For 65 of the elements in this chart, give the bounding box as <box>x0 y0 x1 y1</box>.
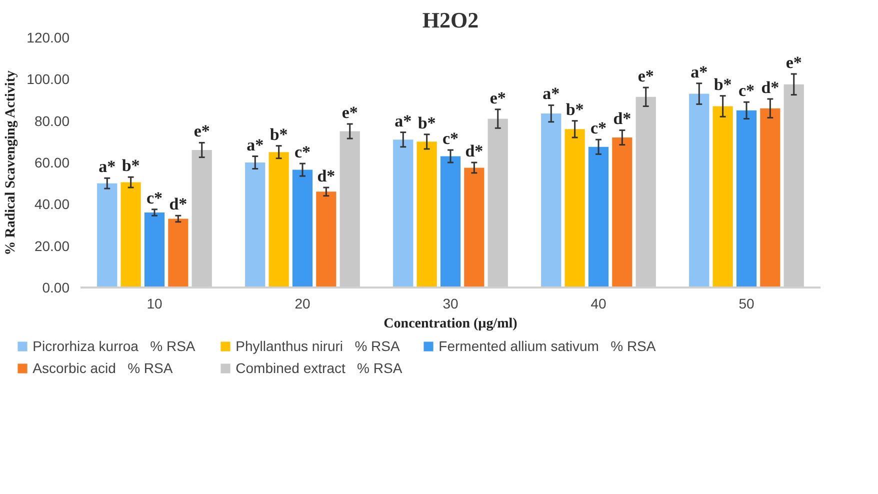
y-tick-label: 0.00 <box>42 280 70 296</box>
data-label: e* <box>786 52 802 72</box>
data-label: c* <box>146 188 163 208</box>
data-label: a* <box>394 111 412 130</box>
x-tick-label: 30 <box>442 296 458 312</box>
x-axis-title: Concentration (µg/ml) <box>384 316 518 332</box>
bar <box>168 218 188 288</box>
y-tick-label: 80.00 <box>34 112 70 129</box>
bar <box>689 94 710 288</box>
data-label: a* <box>98 157 116 176</box>
data-label: d* <box>317 166 336 186</box>
data-label: e* <box>638 66 654 86</box>
data-label: b* <box>714 74 732 94</box>
bar <box>97 183 118 288</box>
bar <box>245 162 266 288</box>
bar <box>612 138 632 288</box>
x-tick-label: 20 <box>294 296 310 312</box>
bar <box>316 192 336 288</box>
chart-title: H2O2 <box>422 8 479 32</box>
bar <box>120 182 141 288</box>
data-label: c* <box>590 118 607 138</box>
bar <box>464 168 484 288</box>
legend-label: Picrorhiza kurroa % RSA <box>32 338 196 354</box>
bar <box>440 156 461 288</box>
data-label: d* <box>761 78 780 97</box>
x-tick-label: 40 <box>590 296 606 312</box>
data-label: b* <box>566 100 584 119</box>
y-tick-label: 20.00 <box>34 238 70 254</box>
bar <box>760 108 780 288</box>
data-label: b* <box>122 156 140 176</box>
bar <box>736 110 757 288</box>
data-label: d* <box>613 109 632 128</box>
legend-label: Ascorbic acid % RSA <box>32 360 174 376</box>
x-tick-label: 50 <box>738 296 754 312</box>
data-label: e* <box>342 102 358 122</box>
data-label: c* <box>738 81 755 100</box>
y-tick-label: 60.00 <box>34 154 70 170</box>
data-label: d* <box>465 142 484 160</box>
bar <box>393 140 414 288</box>
y-tick-label: 120.00 <box>26 30 70 46</box>
data-label: b* <box>270 124 288 144</box>
y-axis-title: % Radical Scavenging Activity <box>4 70 19 256</box>
bar <box>564 129 585 288</box>
legend-label: Combined extract % RSA <box>236 360 404 376</box>
data-label: a* <box>246 135 264 154</box>
bar <box>588 146 609 288</box>
bar <box>144 212 165 288</box>
legend-label: Phyllanthus niruri % RSA <box>236 338 401 354</box>
data-label: b* <box>418 113 436 132</box>
data-label: a* <box>690 62 708 82</box>
data-label: e* <box>490 88 506 108</box>
x-tick-label: 10 <box>146 296 162 312</box>
data-label: c* <box>442 129 459 148</box>
bar <box>541 114 562 288</box>
data-label: d* <box>169 194 188 214</box>
bar <box>268 152 289 288</box>
legend-label: Fermented allium sativum % RSA <box>438 338 656 354</box>
data-label: e* <box>194 122 210 141</box>
data-label: c* <box>294 142 311 162</box>
y-tick-label: 100.00 <box>26 71 70 88</box>
bar <box>416 142 437 288</box>
bar <box>712 106 733 288</box>
bar <box>292 170 313 288</box>
y-tick-label: 40.00 <box>34 196 70 212</box>
data-label: a* <box>542 84 560 104</box>
